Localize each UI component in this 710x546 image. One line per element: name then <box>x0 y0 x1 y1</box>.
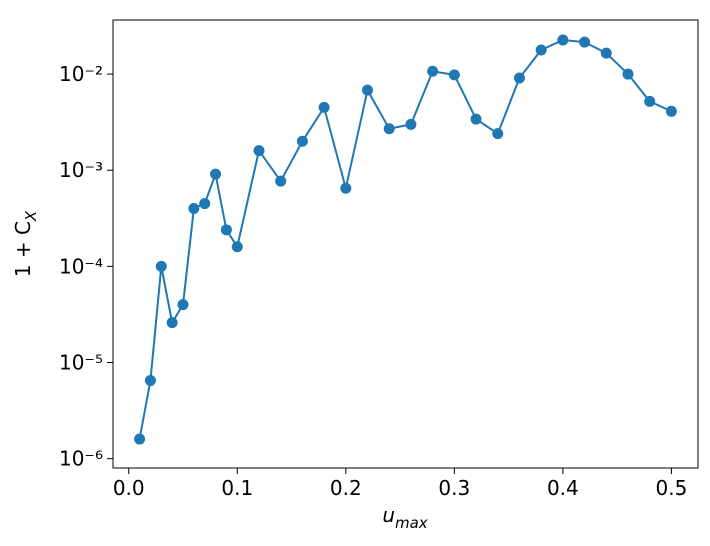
plot-frame <box>112 19 699 469</box>
point <box>296 135 308 147</box>
y-tick-label: 10⁻⁶ <box>59 447 103 471</box>
x-label-base: u <box>382 503 395 527</box>
point <box>557 34 569 46</box>
y-label-base: 1 + C <box>11 221 35 277</box>
point <box>318 101 330 113</box>
point <box>448 69 460 81</box>
point <box>622 68 634 80</box>
x-axis-label: umax <box>382 503 427 532</box>
point <box>535 44 547 56</box>
point <box>362 84 374 96</box>
point <box>492 128 504 140</box>
x-tick-label: 0.5 <box>656 476 688 500</box>
point <box>470 113 482 125</box>
point <box>600 47 612 59</box>
x-tick-label: 0.4 <box>547 476 579 500</box>
point <box>513 72 525 84</box>
point <box>177 299 189 311</box>
y-tick-label: 10⁻³ <box>59 158 103 182</box>
point <box>166 317 178 329</box>
point <box>427 65 439 77</box>
point <box>383 123 395 135</box>
series-line <box>138 38 672 440</box>
y-tick-label: 10⁻⁵ <box>59 351 103 375</box>
point <box>220 224 232 236</box>
point <box>340 182 352 194</box>
x-tick-label: 0.1 <box>221 476 253 500</box>
point <box>199 198 211 210</box>
point <box>665 105 677 117</box>
x-tick-label: 0.3 <box>438 476 470 500</box>
point <box>210 168 222 180</box>
point <box>188 202 200 214</box>
point <box>144 375 156 387</box>
point <box>134 433 146 445</box>
point <box>231 241 243 253</box>
y-tick-label: 10⁻⁴ <box>59 254 103 278</box>
point <box>644 95 656 107</box>
point <box>253 145 265 157</box>
x-tick-label: 0.0 <box>113 476 145 500</box>
point <box>155 260 167 272</box>
y-label-sub: X <box>22 210 40 222</box>
point <box>275 175 287 187</box>
y-tick-label: 10⁻² <box>59 62 103 86</box>
x-label-sub: max <box>395 514 428 532</box>
point <box>579 36 591 48</box>
y-axis-label: 1 + CX <box>11 210 40 277</box>
point <box>405 118 417 130</box>
x-tick-label: 0.2 <box>330 476 362 500</box>
